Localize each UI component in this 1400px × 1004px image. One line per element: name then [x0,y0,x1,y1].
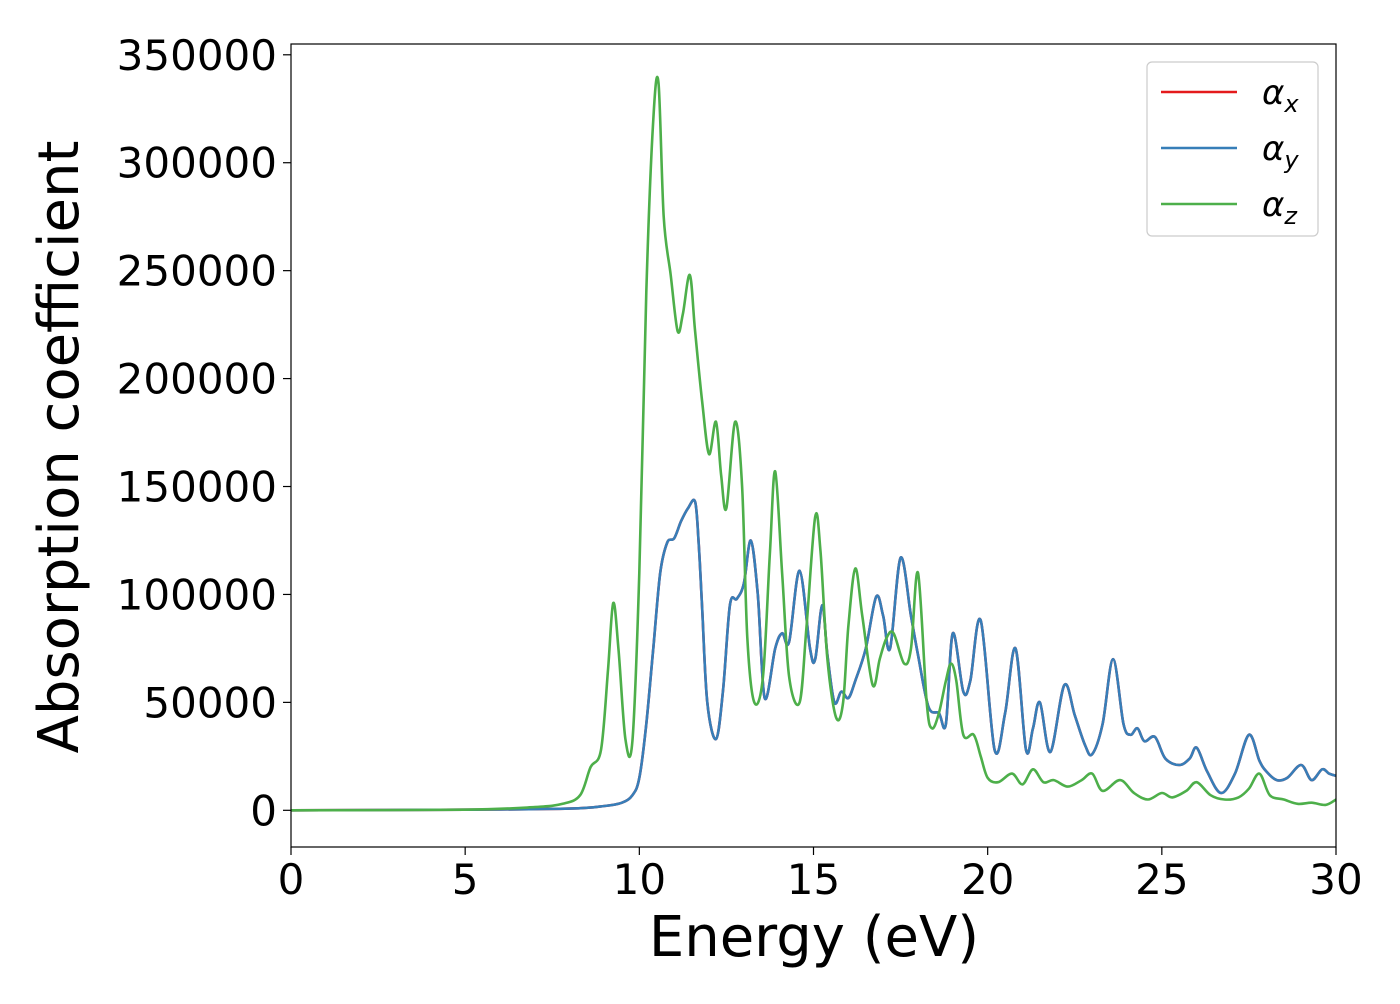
x-tick-label: 15 [787,855,840,904]
series-layer [291,75,1336,812]
legend-entries: αx αy αz [1161,73,1299,230]
y-tick-label: 300000 [117,139,277,188]
y-tick-label: 250000 [117,247,277,296]
series-line-z [291,75,1336,812]
y-axis-label: Absorption coefficient [27,141,92,754]
y-tick-label: 50000 [143,678,277,727]
x-tick-label: 25 [1135,855,1188,904]
legend-label-x: αx [1262,73,1299,118]
y-tick-label: 0 [250,786,277,835]
legend: αx αy αz [1146,61,1319,237]
y-tick-label: 200000 [117,355,277,404]
y-tick-label: 100000 [117,570,277,619]
x-axis-ticks: 0 5 10 15 20 25 30 [278,847,1363,904]
x-tick-label: 30 [1309,855,1362,904]
x-tick-label: 0 [278,855,305,904]
x-axis-label: Energy (eV) [649,905,979,970]
series-line-y [291,498,1336,812]
x-tick-label: 20 [961,855,1014,904]
legend-label-y: αy [1262,129,1299,174]
y-tick-label: 350000 [117,31,277,80]
x-tick-label: 10 [613,855,666,904]
legend-label-z: αz [1262,185,1298,230]
x-tick-label: 5 [452,855,479,904]
y-tick-label: 150000 [117,463,277,512]
y-axis-ticks: 0 50000 100000 150000 200000 250000 300000 3500… [117,31,291,835]
